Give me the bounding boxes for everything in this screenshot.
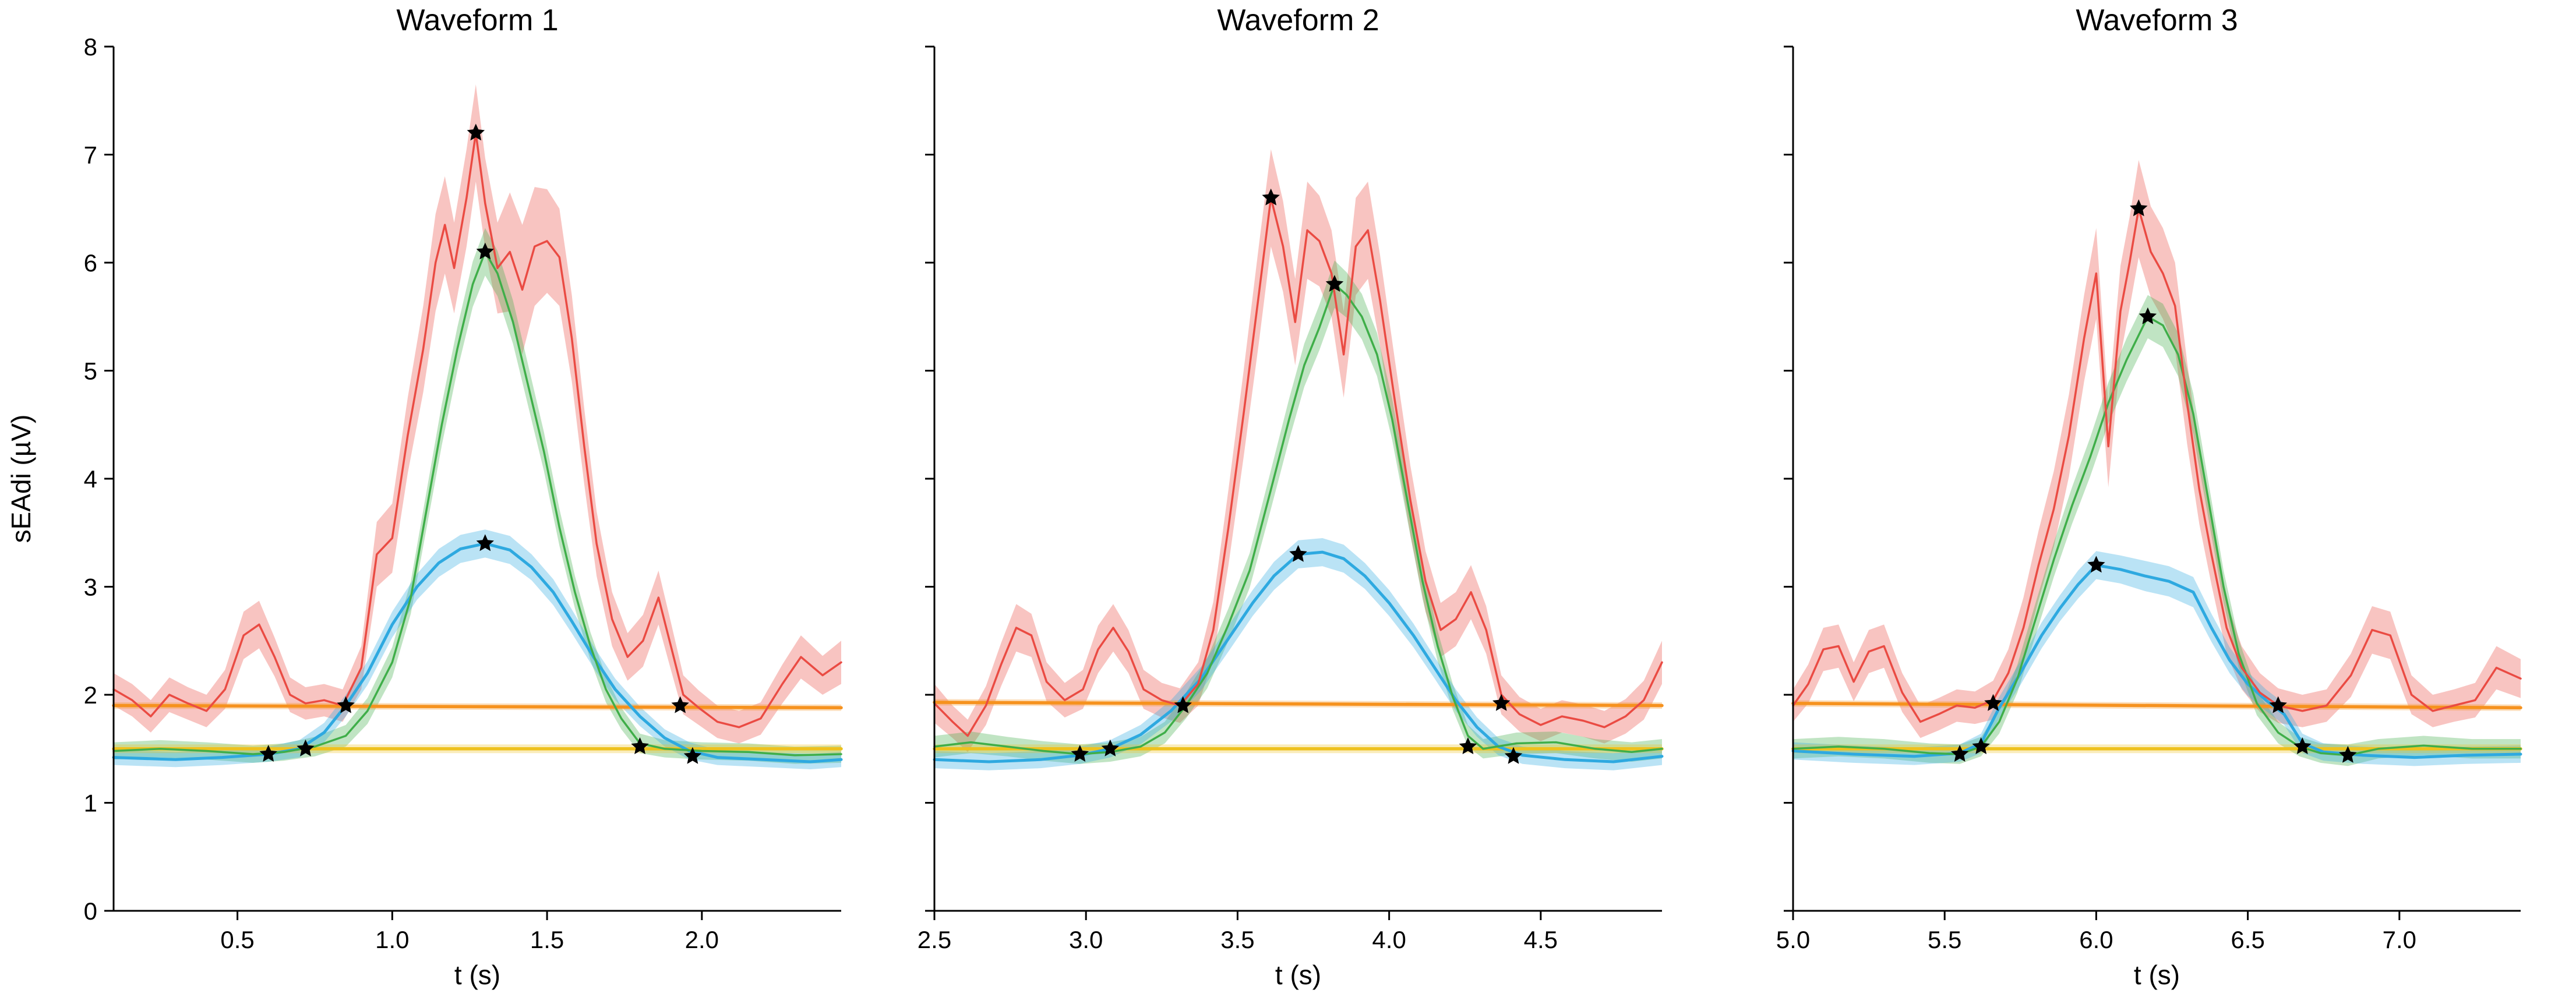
svg-text:5: 5 <box>84 358 97 385</box>
waveform-3-chart: 5.0 5.5 6.0 6.5 7.0 Waveform 3 t (s) <box>1776 3 2522 990</box>
svg-text:6.5: 6.5 <box>2231 926 2264 953</box>
svg-text:6: 6 <box>84 249 97 277</box>
svg-text:Waveform 3: Waveform 3 <box>2076 3 2238 37</box>
svg-text:1.0: 1.0 <box>375 926 409 953</box>
svg-text:0.5: 0.5 <box>220 926 254 953</box>
svg-text:t (s): t (s) <box>454 960 500 990</box>
waveform-2-chart: 2.5 3.0 3.5 4.0 4.5 Waveform 2 t (s) <box>918 3 1664 990</box>
svg-text:6.0: 6.0 <box>2079 926 2113 953</box>
svg-text:4.5: 4.5 <box>1524 926 1558 953</box>
panel-waveform-2: 2.5 3.0 3.5 4.0 4.5 Waveform 2 t (s) <box>859 0 1717 1004</box>
panel-waveform-1: 0 1 2 3 4 5 6 7 8 0.5 1.0 1.5 2.0 Waveform 1 t (s) sEAd… <box>0 0 859 1004</box>
svg-text:4.0: 4.0 <box>1372 926 1406 953</box>
panel-waveform-3: 5.0 5.5 6.0 6.5 7.0 Waveform 3 t (s) <box>1717 0 2576 1004</box>
svg-text:3.0: 3.0 <box>1069 926 1103 953</box>
svg-text:3: 3 <box>84 574 97 601</box>
svg-text:1: 1 <box>84 790 97 817</box>
svg-text:Waveform 1: Waveform 1 <box>396 3 558 37</box>
svg-text:sEAdi (µV): sEAdi (µV) <box>6 415 36 543</box>
svg-text:5.5: 5.5 <box>1928 926 1961 953</box>
svg-text:Waveform 2: Waveform 2 <box>1217 3 1379 37</box>
svg-text:7: 7 <box>84 142 97 169</box>
svg-text:2.0: 2.0 <box>685 926 719 953</box>
svg-text:3.5: 3.5 <box>1220 926 1254 953</box>
svg-text:t (s): t (s) <box>2134 960 2180 990</box>
svg-text:5.0: 5.0 <box>1776 926 1810 953</box>
waveform-1-chart: 0 1 2 3 4 5 6 7 8 0.5 1.0 1.5 2.0 Waveform 1 t (s) sEAd… <box>6 3 843 990</box>
svg-text:8: 8 <box>84 33 97 61</box>
svg-text:2.5: 2.5 <box>918 926 951 953</box>
svg-text:7.0: 7.0 <box>2383 926 2416 953</box>
svg-text:1.5: 1.5 <box>530 926 564 953</box>
svg-text:0: 0 <box>84 897 97 925</box>
svg-text:t (s): t (s) <box>1275 960 1321 990</box>
svg-text:4: 4 <box>84 465 97 493</box>
svg-text:2: 2 <box>84 681 97 709</box>
